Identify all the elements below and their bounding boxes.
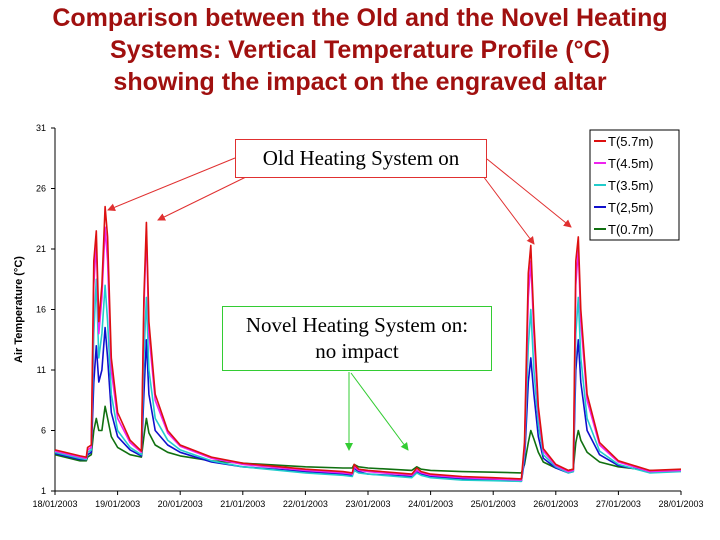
y-tick-label: 21 — [36, 244, 46, 254]
annotation-arrows — [107, 157, 572, 451]
y-tick-label: 16 — [36, 305, 46, 315]
chart-title-line-1: Comparison between the Old and the Novel… — [52, 4, 668, 32]
x-tick-label: 23/01/2003 — [345, 499, 390, 509]
legend-label: T(5.7m) — [608, 134, 654, 149]
series-line-T(3.5m) — [54, 278, 682, 483]
x-tick-label: 21/01/2003 — [220, 499, 265, 509]
x-tick-label: 18/01/2003 — [32, 499, 77, 509]
x-tick-label: 22/01/2003 — [283, 499, 328, 509]
chart-title-line-2: Systems: Vertical Temperature Profile (°… — [110, 36, 610, 64]
y-tick-label: 26 — [36, 184, 46, 194]
legend: T(5.7m) T(4.5m) T(3.5m) T(2,5m) T(0.7m) — [589, 129, 680, 241]
legend-label: T(3.5m) — [608, 178, 654, 193]
old-heating-annotation: Old Heating System on — [235, 139, 487, 178]
x-tick-label: 28/01/2003 — [658, 499, 703, 509]
old-heating-arrow — [157, 174, 251, 221]
y-tick-label: 31 — [36, 123, 46, 133]
y-tick-label: 1 — [41, 486, 46, 496]
series-layer — [54, 205, 682, 483]
legend-label: T(0.7m) — [608, 222, 654, 237]
x-tick-label: 25/01/2003 — [471, 499, 516, 509]
y-axis-label: Air Temperature (°C) — [13, 256, 25, 363]
x-tick-label: 20/01/2003 — [158, 499, 203, 509]
legend-label: T(4.5m) — [608, 156, 654, 171]
old-heating-annotation-text: Old Heating System on — [262, 146, 460, 170]
novel-heating-annotation: Novel Heating System on: no impact — [222, 306, 492, 371]
series-line-T(5.7m) — [54, 205, 682, 480]
novel-heating-annotation-line-2: no impact — [315, 339, 399, 363]
novel-heating-arrow — [350, 372, 409, 451]
novel-heating-annotation-line-1: Novel Heating System on: — [245, 313, 469, 337]
y-tick-label: 6 — [41, 426, 46, 436]
x-tick-label: 19/01/2003 — [95, 499, 140, 509]
x-tick-label: 26/01/2003 — [533, 499, 578, 509]
old-heating-arrow — [107, 157, 236, 212]
old-heating-arrow — [479, 171, 535, 245]
chart-title-line-3: showing the impact on the engraved altar — [113, 68, 607, 96]
y-tick-label: 11 — [37, 365, 46, 375]
x-tick-label: 27/01/2003 — [596, 499, 641, 509]
old-heating-arrow — [486, 158, 572, 228]
chart-title: Comparison between the Old and the Novel… — [0, 2, 720, 98]
x-tick-label: 24/01/2003 — [408, 499, 453, 509]
legend-label: T(2,5m) — [608, 200, 654, 215]
